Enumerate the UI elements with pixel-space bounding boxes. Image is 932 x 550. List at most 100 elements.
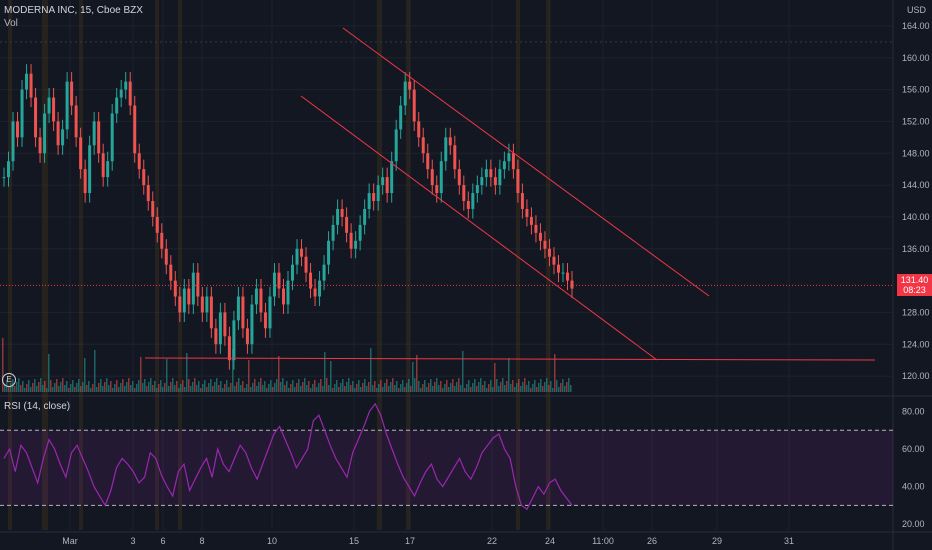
candle-body bbox=[178, 296, 182, 313]
volume-bar bbox=[244, 388, 246, 392]
volume-bar bbox=[408, 379, 410, 392]
volume-bar bbox=[24, 388, 26, 392]
volume-bar bbox=[52, 387, 54, 392]
trend-line bbox=[300, 95, 658, 361]
candle-body bbox=[47, 97, 51, 114]
candle-body bbox=[146, 185, 150, 201]
candle-body bbox=[547, 248, 551, 257]
volume-bar bbox=[68, 388, 70, 392]
y-tick-label: 128.00 bbox=[902, 307, 930, 317]
volume-bar bbox=[308, 381, 310, 392]
volume-bar bbox=[72, 380, 74, 392]
volume-bar bbox=[26, 384, 28, 392]
volume-bar bbox=[38, 382, 40, 392]
candle-body bbox=[281, 288, 285, 305]
volume-bar bbox=[222, 388, 224, 392]
candle-body bbox=[453, 145, 457, 170]
volume-bar bbox=[438, 385, 440, 392]
volume-bar bbox=[400, 384, 402, 392]
candle-body bbox=[241, 296, 245, 329]
candle-body bbox=[570, 280, 574, 289]
volume-bar bbox=[152, 385, 154, 392]
volume-bar bbox=[372, 385, 374, 392]
volume-bar bbox=[472, 383, 474, 392]
x-tick-label: 6 bbox=[160, 536, 165, 546]
volume-bar bbox=[494, 363, 496, 392]
volume-bar bbox=[542, 386, 544, 392]
volume-bar bbox=[520, 386, 522, 392]
candle-body bbox=[191, 272, 195, 305]
volume-bar bbox=[62, 378, 64, 392]
volume-bar bbox=[48, 354, 50, 392]
volume-bar bbox=[94, 350, 96, 392]
volume-bar bbox=[238, 378, 240, 392]
volume-bar bbox=[464, 388, 466, 392]
volume-bar bbox=[214, 382, 216, 392]
volume-bar bbox=[522, 382, 524, 392]
candle-body bbox=[29, 73, 33, 98]
volume-bar bbox=[320, 379, 322, 392]
candle-body bbox=[25, 73, 29, 90]
candle-body bbox=[493, 177, 497, 186]
candle-body bbox=[552, 256, 556, 265]
volume-bar bbox=[564, 386, 566, 392]
volume-bar bbox=[276, 379, 278, 392]
volume-bar bbox=[526, 385, 528, 392]
candle-body bbox=[160, 232, 164, 249]
volume-bar bbox=[294, 387, 296, 392]
volume-bar bbox=[518, 379, 520, 392]
y-tick-label: 164.00 bbox=[902, 21, 930, 31]
candle-body bbox=[444, 137, 448, 162]
x-tick-label: 29 bbox=[712, 536, 722, 546]
volume-bar bbox=[514, 387, 516, 392]
volume-bar bbox=[142, 383, 144, 392]
candle-body bbox=[65, 81, 69, 130]
volume-bar bbox=[344, 386, 346, 392]
candle-body bbox=[214, 328, 218, 345]
volume-bar bbox=[258, 382, 260, 392]
volume-bar bbox=[30, 387, 32, 392]
candle-body bbox=[182, 288, 186, 313]
volume-bar bbox=[36, 386, 38, 392]
candle-body bbox=[381, 177, 385, 186]
earnings-event-marker[interactable]: E bbox=[2, 373, 16, 387]
candle-body bbox=[403, 81, 407, 106]
candle-body bbox=[142, 169, 146, 186]
volume-bar bbox=[500, 382, 502, 392]
volume-bar bbox=[162, 387, 164, 392]
session-marker bbox=[42, 0, 48, 530]
volume-bar bbox=[174, 385, 176, 392]
volume-bar bbox=[554, 354, 556, 392]
volume-bar bbox=[76, 383, 78, 392]
candle-body bbox=[556, 264, 560, 273]
volume-bar bbox=[510, 384, 512, 392]
volume-bar bbox=[118, 387, 120, 392]
symbol-title: MODERNA INC, 15, Cboe BZX bbox=[4, 5, 143, 16]
volume-bar bbox=[210, 379, 212, 392]
y-tick-label: 144.00 bbox=[902, 180, 930, 190]
candle-body bbox=[426, 153, 430, 170]
candle-body bbox=[232, 320, 236, 361]
volume-bar bbox=[32, 383, 34, 392]
volume-bar bbox=[206, 387, 208, 392]
volume-bar bbox=[424, 380, 426, 392]
x-tick-label: 3 bbox=[130, 536, 135, 546]
volume-bar bbox=[570, 385, 572, 392]
volume-bar bbox=[368, 382, 370, 392]
candle-body bbox=[92, 121, 96, 146]
bar-countdown: 08:23 bbox=[903, 285, 926, 295]
candle-body bbox=[83, 169, 87, 194]
volume-bar bbox=[444, 384, 446, 392]
volume-bar bbox=[270, 380, 272, 392]
candle-body bbox=[7, 161, 11, 178]
volume-bar bbox=[40, 378, 42, 392]
volume-bar bbox=[534, 380, 536, 392]
volume-bar bbox=[252, 383, 254, 392]
volume-bar bbox=[204, 380, 206, 392]
volume-bar bbox=[332, 388, 334, 392]
y-tick-label: 160.00 bbox=[902, 53, 930, 63]
volume-bar bbox=[536, 387, 538, 392]
volume-bar bbox=[488, 384, 490, 392]
